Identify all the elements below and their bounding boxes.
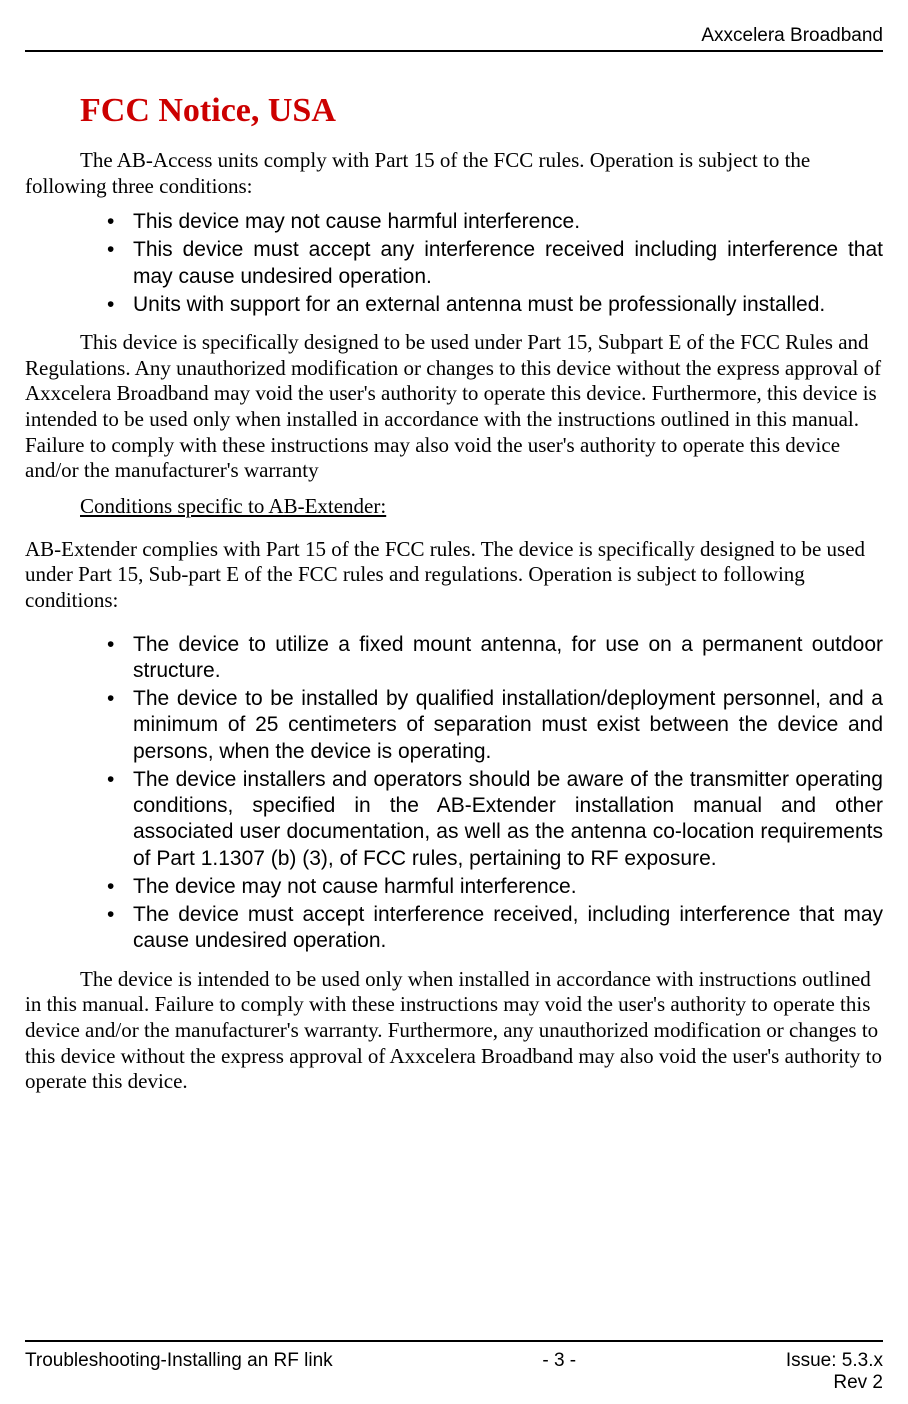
header-divider (25, 50, 883, 52)
footer-issue: Issue: 5.3.x (786, 1350, 883, 1372)
footer-page-number: - 3 - (542, 1350, 576, 1394)
page-footer: Troubleshooting-Installing an RF link - … (25, 1340, 883, 1394)
footer-divider (25, 1340, 883, 1342)
footer-doc-title: Troubleshooting-Installing an RF link (25, 1350, 333, 1394)
list-item: The device may not cause harmful interfe… (107, 874, 883, 900)
subheading-extender: Conditions specific to AB-Extender: (80, 494, 883, 519)
list-item: The device must accept interference rece… (107, 902, 883, 955)
list-item: The device to be installed by qualified … (107, 686, 883, 765)
header-company: Axxcelera Broadband (701, 25, 883, 47)
list-item: The device installers and operators shou… (107, 767, 883, 872)
conditions-list-1: This device may not cause harmful interf… (25, 209, 883, 318)
closing-paragraph: The device is intended to be used only w… (25, 967, 883, 1095)
conditions-list-2: The device to utilize a fixed mount ante… (25, 632, 883, 955)
extender-intro-paragraph: AB-Extender complies with Part 15 of the… (25, 537, 883, 614)
page-title: FCC Notice, USA (80, 92, 883, 130)
page-header: Axxcelera Broadband (25, 25, 883, 47)
list-item: Units with support for an external anten… (107, 292, 883, 318)
compliance-paragraph: This device is specifically designed to … (25, 330, 883, 484)
list-item: This device may not cause harmful interf… (107, 209, 883, 235)
list-item: The device to utilize a fixed mount ante… (107, 632, 883, 685)
footer-rev: Rev 2 (786, 1372, 883, 1394)
intro-paragraph: The AB-Access units comply with Part 15 … (25, 148, 883, 199)
list-item: This device must accept any interference… (107, 237, 883, 290)
